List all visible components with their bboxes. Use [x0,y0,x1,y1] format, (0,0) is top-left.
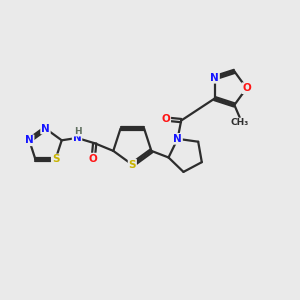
Text: N: N [25,135,34,145]
Text: N: N [41,124,50,134]
Text: N: N [210,73,219,83]
Text: O: O [161,114,170,124]
Text: S: S [52,154,59,164]
Text: N: N [73,133,81,143]
Text: O: O [89,154,98,164]
Text: H: H [74,127,82,136]
Text: CH₃: CH₃ [230,118,249,127]
Text: N: N [173,134,182,144]
Text: O: O [242,83,251,93]
Text: S: S [129,160,136,170]
